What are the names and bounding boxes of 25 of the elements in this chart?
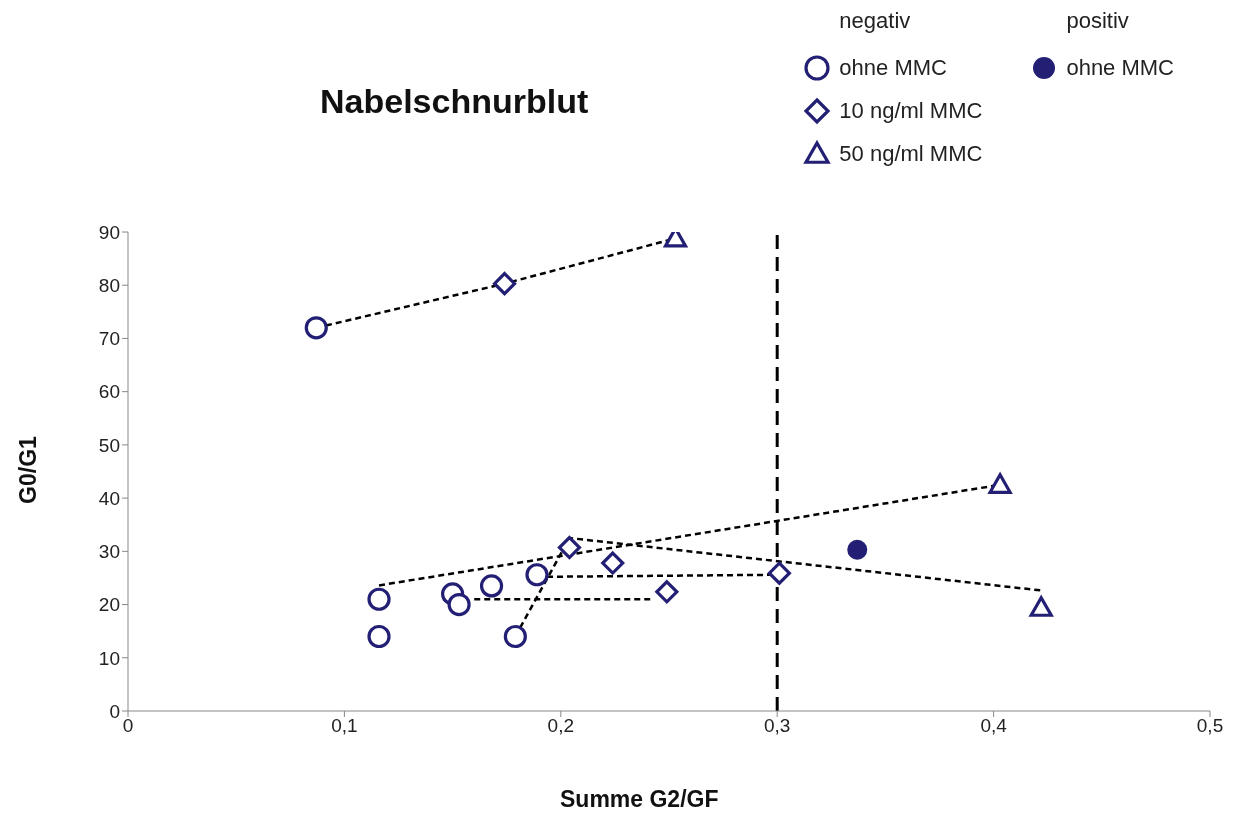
- x-tick-label: 0,1: [331, 715, 358, 737]
- legend-label: 50 ng/ml MMC: [839, 140, 983, 167]
- y-axis-title: G0/G1: [14, 436, 42, 504]
- y-tick-label: 60: [98, 381, 120, 403]
- chart-title: Nabelschnurblut: [320, 82, 589, 121]
- y-tick-label: 50: [98, 434, 120, 456]
- text: negativ: [839, 8, 911, 33]
- x-tick-label: 0,2: [547, 715, 575, 737]
- x-tick-label: 0,4: [980, 715, 1008, 737]
- y-tick-label: 70: [98, 328, 120, 350]
- x-tick-label: 0,3: [763, 715, 791, 737]
- text: positiv: [1066, 8, 1129, 33]
- x-tick-label: 0: [122, 715, 134, 737]
- y-tick-label: 40: [98, 487, 120, 509]
- x-tick-label: 0,5: [1196, 715, 1224, 737]
- y-tick-label: 20: [98, 594, 120, 616]
- legend-label: ohne MMC: [1066, 54, 1174, 81]
- y-tick-label: 10: [98, 647, 120, 669]
- y-tick-label: 0: [109, 700, 120, 722]
- y-tick-label: 90: [98, 221, 120, 243]
- x-axis-title: Summe G2/GF: [560, 786, 719, 813]
- legend-label: ohne MMC: [839, 54, 947, 81]
- y-tick-label: 80: [98, 274, 120, 296]
- y-tick-label: 30: [98, 541, 120, 563]
- legend-label: 10 ng/ml MMC: [839, 97, 983, 124]
